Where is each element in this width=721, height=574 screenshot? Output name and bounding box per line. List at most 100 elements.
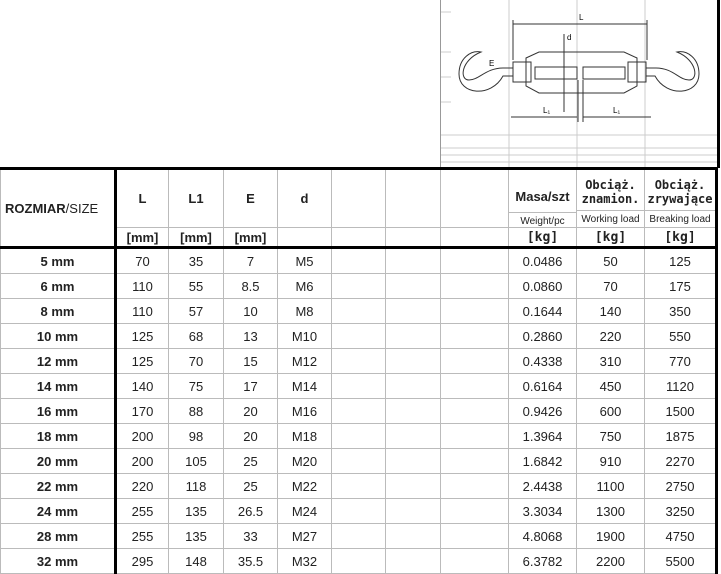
col-L1: L1 — [168, 167, 224, 228]
cell: 220 — [115, 473, 169, 499]
dim-L1-left: L₁ — [543, 106, 550, 115]
cell: 20 — [223, 423, 278, 449]
dim-L1-right: L₁ — [613, 106, 620, 115]
cell: 13 — [223, 323, 278, 349]
table-row: 14 mm 140 75 17 M14 0.6164 450 1120 — [0, 373, 718, 399]
cell: M20 — [277, 448, 332, 474]
dim-E: E — [489, 59, 494, 68]
cell: 175 — [644, 273, 718, 299]
cell: M32 — [277, 548, 332, 574]
cell: M18 — [277, 423, 332, 449]
cell: 33 — [223, 523, 278, 549]
cell: 6.3782 — [508, 548, 577, 574]
cell: 8.5 — [223, 273, 278, 299]
table-row: 8 mm 110 57 10 M8 0.1644 140 350 — [0, 298, 718, 324]
cell: 910 — [576, 448, 645, 474]
cell: 2750 — [644, 473, 718, 499]
cell: 5500 — [644, 548, 718, 574]
cell: 88 — [168, 398, 224, 424]
cell: 140 — [115, 373, 169, 399]
cell: 12 mm — [0, 348, 117, 374]
cell: 57 — [168, 298, 224, 324]
cell: M8 — [277, 298, 332, 324]
cell: 1100 — [576, 473, 645, 499]
cell: 75 — [168, 373, 224, 399]
unit-d — [277, 227, 332, 249]
cell: 10 — [223, 298, 278, 324]
cell: 600 — [576, 398, 645, 424]
cell: 70 — [168, 348, 224, 374]
cell: 35.5 — [223, 548, 278, 574]
cell: 25 — [223, 473, 278, 499]
cell: 1900 — [576, 523, 645, 549]
cell: 6 mm — [0, 273, 117, 299]
table-row: 18 mm 200 98 20 M18 1.3964 750 1875 — [0, 423, 718, 449]
cell: 98 — [168, 423, 224, 449]
cell: 140 — [576, 298, 645, 324]
unit-mass: [kg] — [508, 227, 577, 249]
cell: 25 — [223, 448, 278, 474]
col-d: d — [277, 167, 332, 228]
cell: 1875 — [644, 423, 718, 449]
cell: 0.2860 — [508, 323, 577, 349]
cell: M10 — [277, 323, 332, 349]
cell: 4.8068 — [508, 523, 577, 549]
cell: 20 mm — [0, 448, 117, 474]
unit-breaking: [kg] — [644, 227, 718, 249]
unit-L: [mm] — [115, 227, 169, 249]
unit-L1: [mm] — [168, 227, 224, 249]
cell: 125 — [115, 348, 169, 374]
cell: 1.3964 — [508, 423, 577, 449]
cell: 3250 — [644, 498, 718, 524]
cell: 55 — [168, 273, 224, 299]
cell: 310 — [576, 348, 645, 374]
cell: 32 mm — [0, 548, 117, 574]
cell: 28 mm — [0, 523, 117, 549]
cell: 17 — [223, 373, 278, 399]
unit-E: [mm] — [223, 227, 278, 249]
cell: 0.9426 — [508, 398, 577, 424]
turnbuckle-diagram: L d E L₁ L₁ — [440, 0, 720, 168]
cell: 118 — [168, 473, 224, 499]
cell: 105 — [168, 448, 224, 474]
cell: 50 — [576, 247, 645, 274]
cell: 220 — [576, 323, 645, 349]
cell: 1300 — [576, 498, 645, 524]
col-E: E — [223, 167, 278, 228]
cell: 200 — [115, 448, 169, 474]
cell: 110 — [115, 273, 169, 299]
table-row: 32 mm 295 148 35.5 M32 6.3782 2200 5500 — [0, 548, 718, 574]
cell: 8 mm — [0, 298, 117, 324]
cell: 0.4338 — [508, 348, 577, 374]
cell: 18 mm — [0, 423, 117, 449]
cell: 255 — [115, 498, 169, 524]
cell: 148 — [168, 548, 224, 574]
cell: 550 — [644, 323, 718, 349]
cell: 26.5 — [223, 498, 278, 524]
cell: 350 — [644, 298, 718, 324]
cell: 255 — [115, 523, 169, 549]
unit-working: [kg] — [576, 227, 645, 249]
cell: 750 — [576, 423, 645, 449]
table-row: 6 mm 110 55 8.5 M6 0.0860 70 175 — [0, 273, 718, 299]
cell: 0.6164 — [508, 373, 577, 399]
cell: M6 — [277, 273, 332, 299]
table-row: 28 mm 255 135 33 M27 4.8068 1900 4750 — [0, 523, 718, 549]
cell: 10 mm — [0, 323, 117, 349]
cell: 68 — [168, 323, 224, 349]
col-working: Obciąż. znamion. Working load — [576, 167, 645, 228]
cell: 15 — [223, 348, 278, 374]
cell: M5 — [277, 247, 332, 274]
cell: 170 — [115, 398, 169, 424]
cell: 3.3034 — [508, 498, 577, 524]
turnbuckle-spec-table: ROZMIAR/SIZE L L1 E d Masa/szt Weight/pc … — [0, 167, 718, 574]
cell: 24 mm — [0, 498, 117, 524]
cell: M27 — [277, 523, 332, 549]
cell: 135 — [168, 498, 224, 524]
col-L: L — [115, 167, 169, 228]
cell: 1120 — [644, 373, 718, 399]
cell: 0.0486 — [508, 247, 577, 274]
size-header: ROZMIAR/SIZE — [0, 167, 117, 249]
cell: 0.0860 — [508, 273, 577, 299]
cell: 5 mm — [0, 247, 117, 274]
